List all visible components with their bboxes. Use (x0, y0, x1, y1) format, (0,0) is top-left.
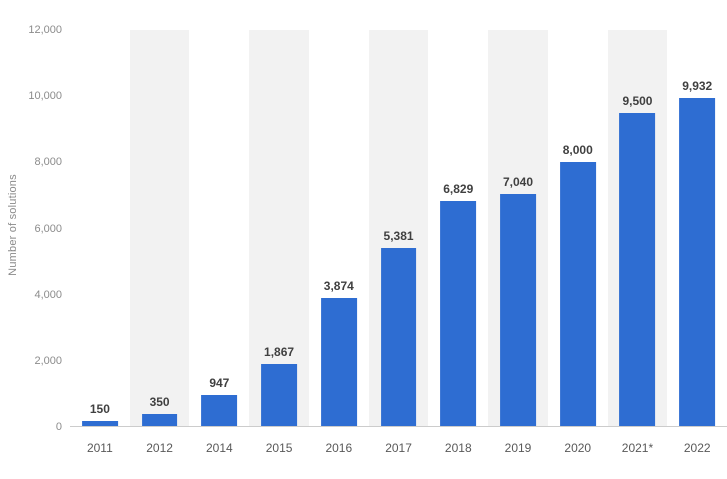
bar-value-label: 9,932 (682, 79, 713, 94)
chart-column: 9,932 (667, 30, 727, 426)
bar (261, 364, 297, 426)
bar-series: 150 350 947 1,867 3,874 5,381 6,829 7,040 8,000 9… (70, 30, 727, 426)
bar-value-label: 150 (89, 402, 110, 417)
y-axis-tick-label: 4,000 (34, 288, 62, 301)
chart-column: 350 (129, 30, 190, 426)
y-axis-tick-label: 8,000 (34, 156, 62, 169)
bar-value-label: 350 (149, 395, 170, 410)
chart-column: 150 (70, 30, 130, 426)
bar-value-label: 9,500 (622, 93, 653, 108)
chart-column: 6,829 (428, 30, 488, 426)
bar (201, 394, 238, 426)
x-axis: 2011 2012 2014 2015 2016 2017 2018 2019 2020 2021… (70, 427, 727, 479)
x-axis-label: 2011 (86, 441, 113, 455)
bar (559, 162, 596, 426)
bar-value-label: 7,040 (502, 174, 534, 189)
bar-value-label: 5,381 (383, 229, 414, 244)
y-axis-tick-label: 0 (55, 421, 62, 433)
x-axis-label: 2019 (504, 441, 532, 455)
x-axis-label: 2021* (621, 441, 654, 455)
x-axis-label: 2017 (385, 441, 412, 455)
bar (619, 112, 656, 426)
bar-value-label: 6,829 (443, 181, 474, 196)
bar (320, 298, 357, 426)
x-axis-label: 2016 (325, 441, 353, 455)
bar (440, 200, 477, 426)
chart-column: 8,000 (548, 30, 608, 426)
chart-column: 3,874 (309, 30, 369, 426)
y-axis: 0 2,000 4,000 6,000 8,000 10,000 12,000 (0, 24, 62, 433)
chart-column: 947 (189, 30, 249, 426)
bar (81, 421, 118, 426)
x-axis-label: 2020 (564, 441, 592, 455)
x-axis-label: 2015 (265, 441, 293, 455)
bar-value-label: 3,874 (323, 279, 354, 294)
chart-column: 9,500 (607, 30, 668, 426)
bar (380, 248, 417, 426)
chart-column: 1,867 (249, 30, 309, 426)
chart-column: 5,381 (368, 30, 429, 426)
bar (141, 414, 178, 426)
chart-column: 7,040 (488, 30, 548, 426)
bar-value-label: 947 (209, 375, 230, 390)
y-axis-tick-label: 2,000 (34, 354, 62, 367)
x-axis-label: 2012 (146, 441, 173, 455)
x-axis-label: 2014 (205, 441, 233, 455)
y-axis-tick-label: 12,000 (28, 24, 62, 36)
bar-value-label: 1,867 (264, 345, 295, 360)
y-axis-tick-label: 10,000 (28, 90, 62, 103)
plot-area: 150 350 947 1,867 3,874 5,381 6,829 7,040 8,000 9… (70, 30, 727, 427)
y-axis-tick-label: 6,000 (34, 222, 62, 235)
bar (679, 98, 716, 426)
bar (500, 193, 536, 426)
x-axis-label: 2018 (444, 441, 472, 455)
bar-value-label: 8,000 (562, 143, 593, 158)
x-axis-label: 2022 (683, 441, 711, 455)
